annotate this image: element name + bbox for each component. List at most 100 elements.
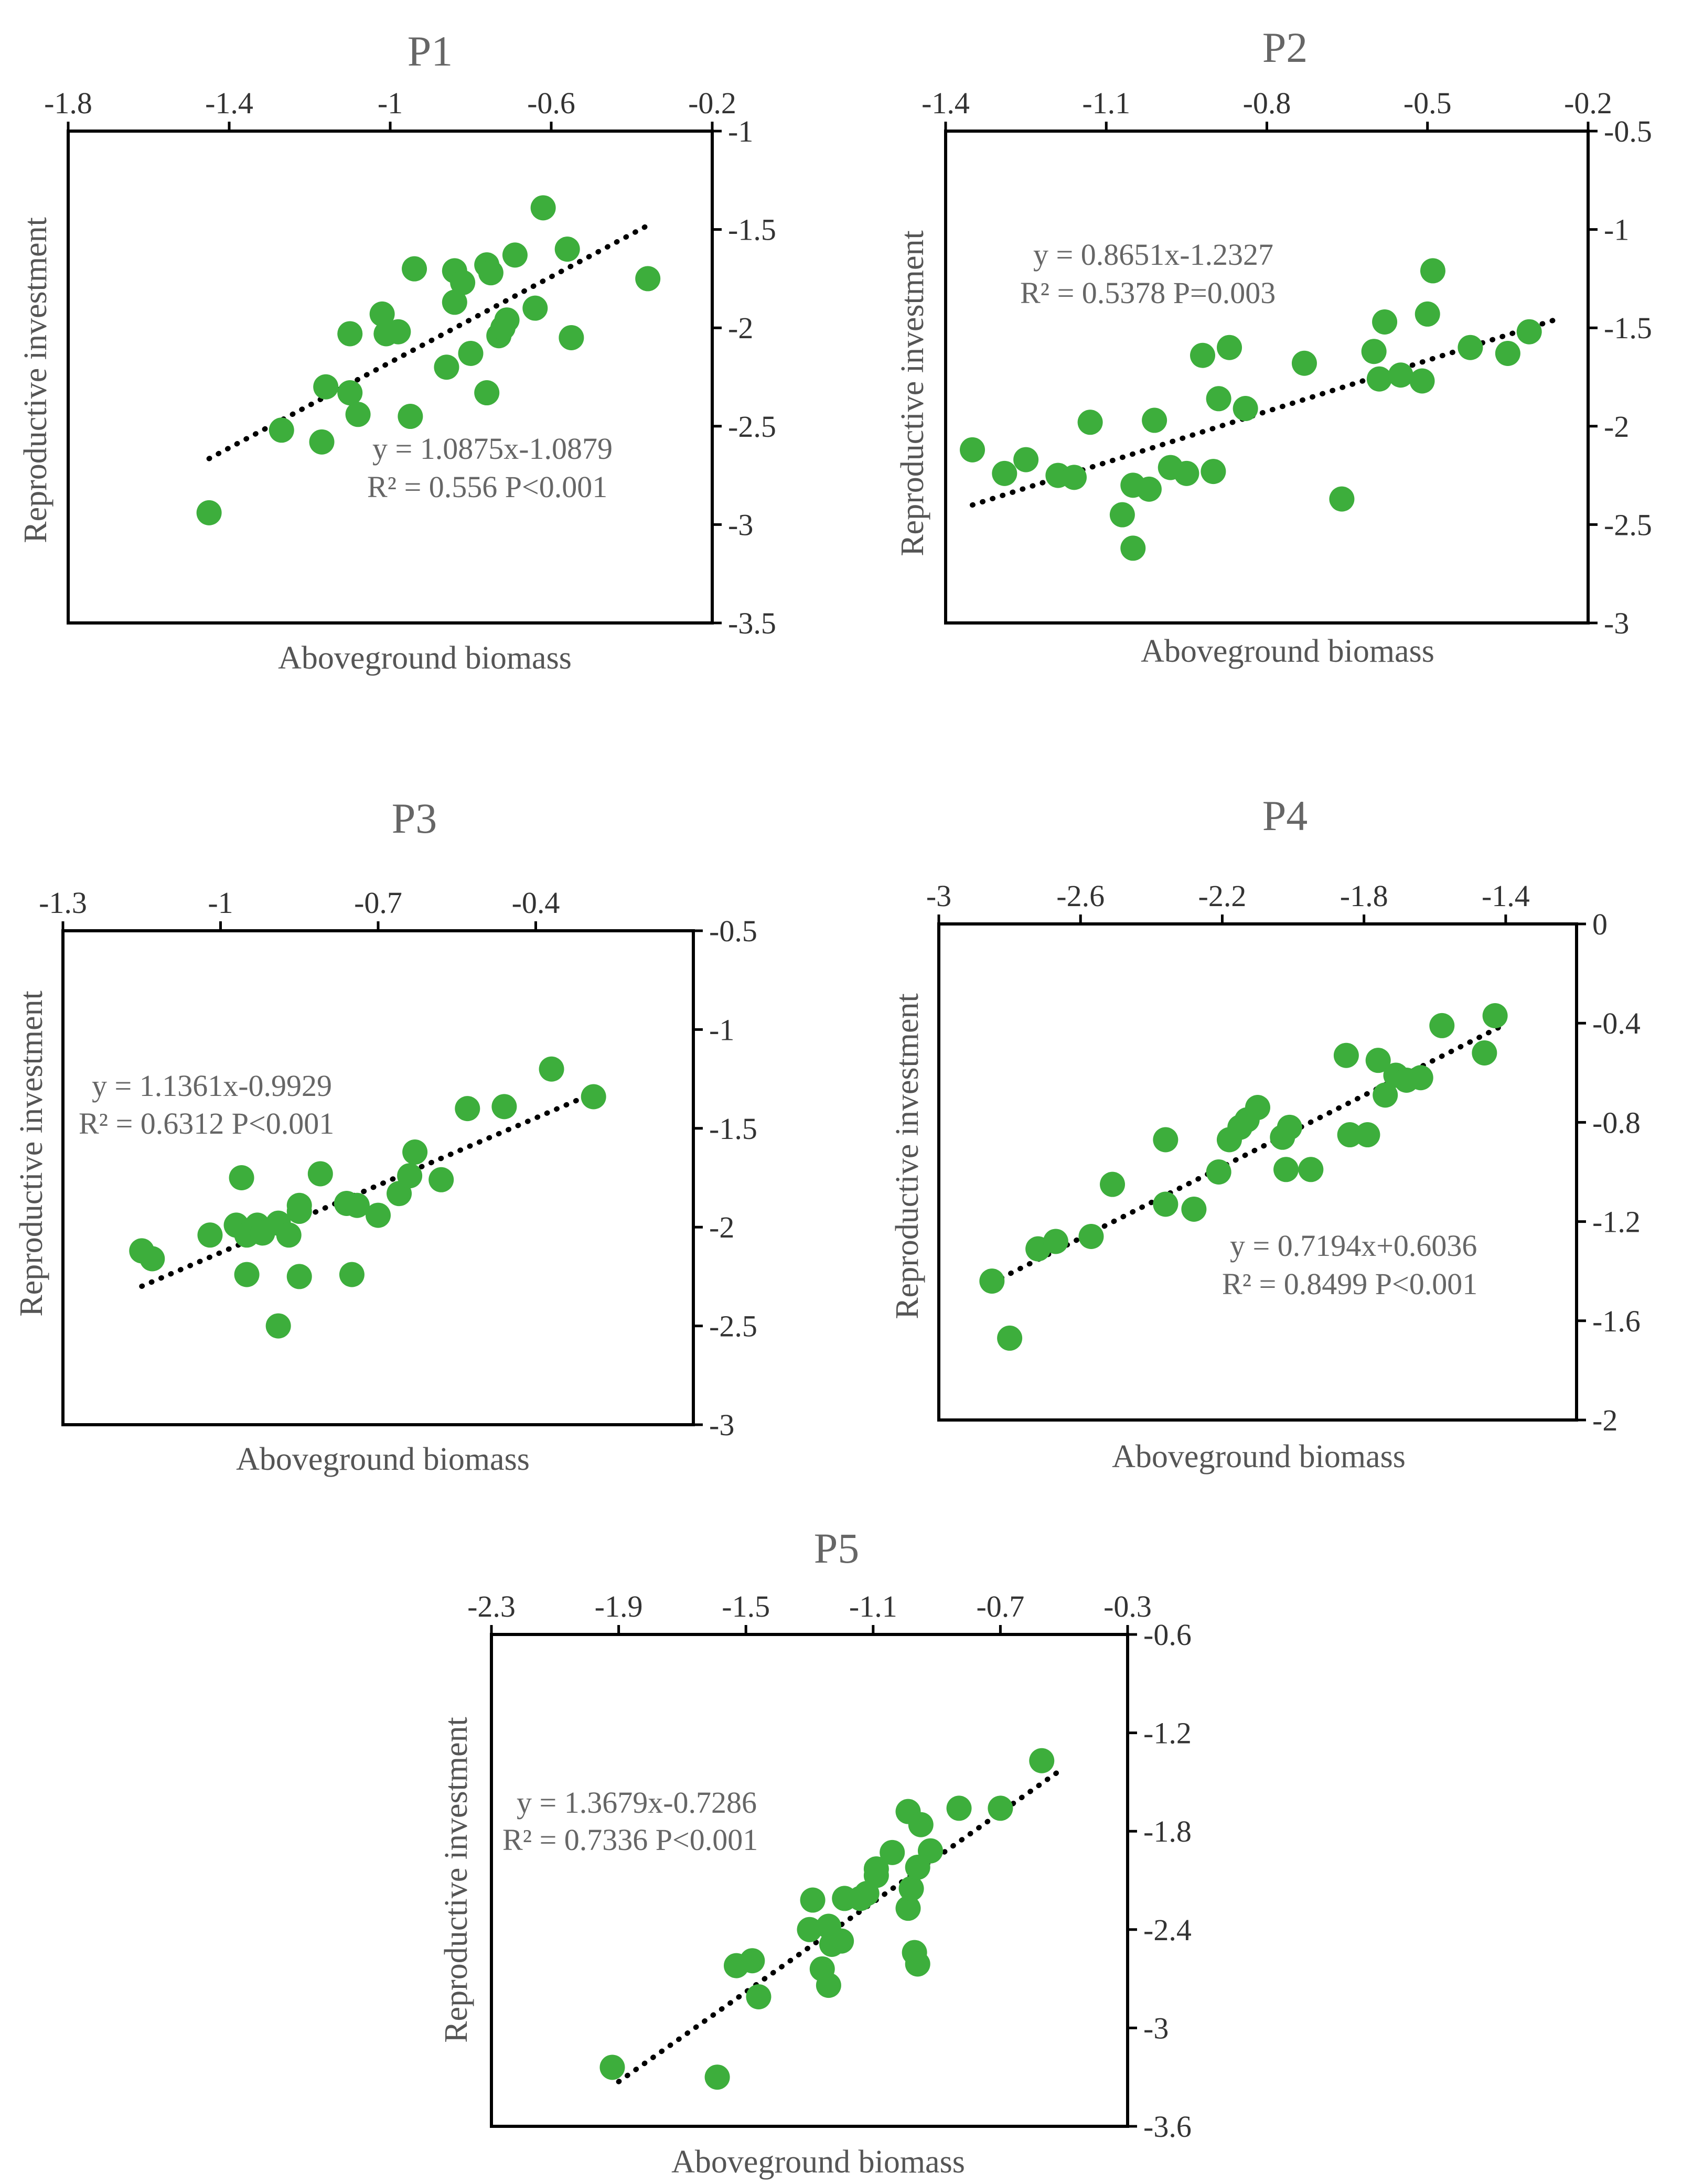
data-point — [1245, 1095, 1270, 1121]
data-point — [1109, 502, 1135, 528]
chart-title: P5 — [814, 1524, 860, 1572]
y-axis-title: Reproductive investment — [438, 1717, 474, 2043]
data-point — [559, 325, 584, 350]
data-point — [635, 266, 661, 292]
x-tick-label: -0.3 — [1103, 1589, 1152, 1623]
data-point — [1013, 447, 1039, 472]
x-tick-label: -0.7 — [976, 1589, 1024, 1623]
y-tick-label: -2.4 — [1143, 1913, 1192, 1947]
data-point — [905, 1951, 930, 1977]
x-tick-label: -1.8 — [1340, 879, 1388, 913]
data-point — [1366, 366, 1392, 392]
x-tick-label: -0.2 — [688, 86, 736, 120]
regression-equation: y = 0.7194x+0.6036 — [1230, 1229, 1477, 1263]
data-point — [140, 1246, 165, 1272]
y-tick-label: -1 — [1604, 213, 1629, 247]
data-point — [530, 195, 556, 221]
tick-group: -2.3 -1.9 -1.5 -1.1 -0.7 -0.3-0.6 -1.2 -1.8 -2.4… — [467, 1589, 1192, 2144]
data-point — [434, 354, 459, 380]
y-tick-label: -3 — [1604, 606, 1629, 640]
x-tick-label: -0.4 — [512, 886, 560, 920]
data-point — [1077, 410, 1103, 435]
data-point — [428, 1167, 454, 1192]
data-point — [1291, 350, 1317, 376]
y-tick-label: -0.5 — [1604, 114, 1652, 148]
data-point — [539, 1056, 564, 1082]
data-point — [880, 1839, 905, 1865]
data-point — [898, 1876, 924, 1901]
data-point — [1062, 465, 1087, 490]
data-point — [908, 1812, 934, 1837]
y-tick-label: -1.5 — [1604, 311, 1652, 345]
regression-equation: y = 1.3679x-0.7286 — [517, 1785, 757, 1820]
y-tick-label: -0.6 — [1143, 1618, 1192, 1652]
y-tick-label: -1.6 — [1592, 1304, 1641, 1338]
chart-title: P1 — [408, 27, 453, 75]
y-tick-label: -1.8 — [1143, 1814, 1192, 1848]
data-point — [1298, 1157, 1324, 1182]
y-tick-label: -1.5 — [709, 1112, 757, 1146]
data-point — [1190, 342, 1215, 368]
data-point — [522, 295, 548, 321]
regression-stats: R² = 0.7336 P<0.001 — [502, 1823, 758, 1857]
trend-line — [139, 1090, 596, 1289]
data-point — [917, 1838, 943, 1864]
data-point — [385, 319, 411, 345]
regression-equation: y = 1.1361x-0.9929 — [92, 1069, 332, 1103]
data-point — [1482, 1003, 1508, 1029]
x-axis-title: Aboveground biomass — [278, 640, 572, 676]
data-point — [704, 2064, 730, 2090]
data-point — [1273, 1157, 1299, 1182]
data-point — [599, 2054, 625, 2080]
x-tick-label: -1.5 — [722, 1589, 770, 1623]
data-point — [1429, 1013, 1455, 1038]
trend-line — [616, 1765, 1067, 2084]
panel-p4: P4 Aboveground biomass Reproductive inve… — [890, 792, 1641, 1475]
data-point — [1206, 386, 1231, 412]
data-point — [1372, 309, 1398, 335]
data-point — [1043, 1229, 1068, 1254]
x-tick-label: -1.3 — [39, 886, 87, 920]
data-point — [286, 1199, 312, 1224]
panel-p1: P1 Aboveground biomass Reproductive inve… — [18, 27, 776, 676]
data-point — [895, 1896, 921, 1921]
data-point — [474, 380, 500, 406]
panel-p2: P2 Aboveground biomass Reproductive inve… — [895, 24, 1652, 669]
data-point — [369, 301, 395, 327]
data-point — [286, 1264, 312, 1289]
data-point — [1365, 1048, 1391, 1073]
x-axis-title: Aboveground biomass — [1112, 1439, 1406, 1475]
data-point — [398, 404, 423, 429]
x-tick-label: -0.5 — [1403, 86, 1452, 120]
data-point — [1217, 335, 1242, 360]
y-tick-label: -1 — [728, 114, 753, 148]
data-point — [863, 1856, 889, 1882]
regression-stats: R² = 0.5378 P=0.003 — [1020, 276, 1276, 310]
data-point — [746, 1984, 772, 2009]
data-point — [1495, 340, 1520, 366]
y-tick-label: -2 — [709, 1210, 734, 1244]
data-point — [1333, 1042, 1359, 1068]
data-point — [344, 1192, 370, 1218]
data-point — [1206, 1159, 1231, 1185]
data-point — [196, 500, 222, 525]
chart-title: P3 — [392, 794, 437, 842]
y-tick-label: -2.5 — [728, 410, 776, 444]
data-point — [960, 437, 985, 462]
data-point — [1388, 362, 1413, 388]
data-point — [197, 1222, 223, 1248]
chart-title: P4 — [1262, 792, 1308, 840]
chart-title: P2 — [1262, 24, 1308, 71]
regression-equation: y = 1.0875x-1.0879 — [372, 432, 613, 466]
y-tick-label: -1.2 — [1592, 1205, 1641, 1239]
y-axis-title: Reproductive investment — [18, 217, 53, 543]
tick-group: -1.8 -1.4 -1 -0.6 -0.2-1-1.5-2-2.5-3-3.5 — [44, 86, 776, 640]
data-point — [946, 1795, 972, 1821]
y-tick-label: -2 — [1604, 410, 1629, 444]
data-point — [816, 1973, 841, 1998]
tick-group: -1.4 -1.1 -0.8 -0.5 -0.2-0.5-1-1.5-2-2.5-3 — [921, 86, 1652, 640]
data-point — [1142, 407, 1167, 433]
regression-stats: R² = 0.556 P<0.001 — [367, 470, 607, 504]
x-tick-label: -1.4 — [205, 86, 253, 120]
data-point — [276, 1222, 302, 1248]
